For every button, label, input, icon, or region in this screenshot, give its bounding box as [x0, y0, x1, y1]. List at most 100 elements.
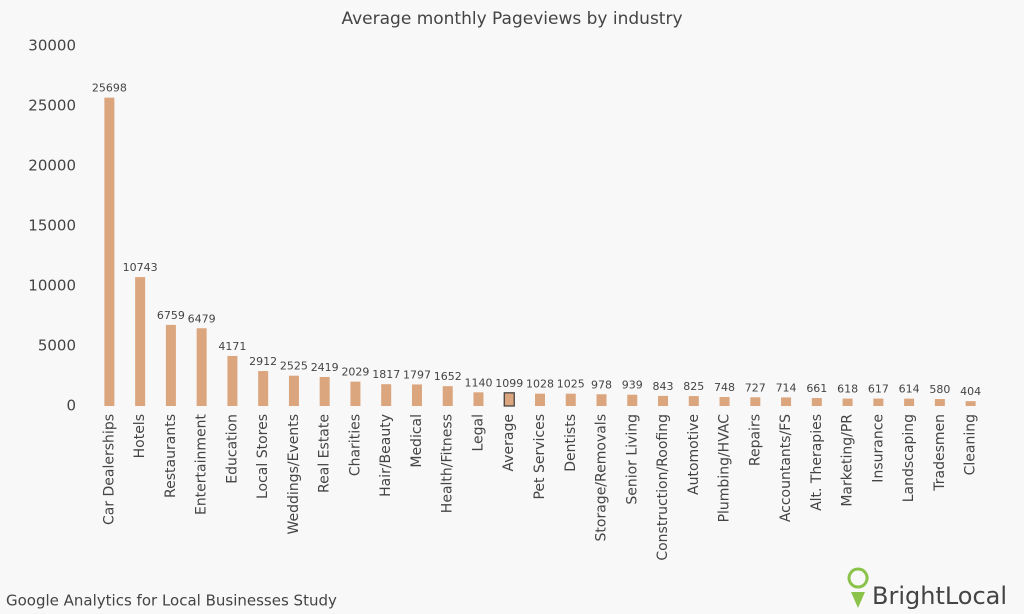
data-label: 843 — [653, 380, 674, 393]
data-label: 2912 — [249, 355, 277, 368]
x-tick-label: Pet Services — [532, 414, 548, 500]
bar — [658, 395, 669, 406]
y-tick-label: 30000 — [28, 37, 76, 55]
x-tick-label: Senior Living — [624, 414, 640, 505]
data-label: 727 — [745, 381, 766, 394]
x-tick-label: Repairs — [747, 414, 763, 466]
data-label: 1140 — [464, 376, 492, 389]
x-tick-label: Medical — [409, 414, 425, 468]
data-label: 2029 — [341, 366, 369, 379]
y-tick-label: 15000 — [28, 217, 76, 235]
bar — [288, 375, 299, 406]
bar — [811, 398, 822, 406]
data-label: 939 — [622, 379, 643, 392]
bar — [350, 381, 361, 406]
x-tick-label: Accountants/FS — [778, 414, 794, 522]
data-label: 2525 — [280, 360, 308, 373]
bar — [411, 384, 422, 406]
data-label: 580 — [929, 383, 950, 396]
bar — [442, 386, 453, 406]
x-tick-label: Real Estate — [317, 414, 333, 493]
x-tick-label: Tradesmen — [932, 414, 948, 492]
x-tick-label: Dentists — [563, 414, 579, 472]
x-tick-label: Legal — [470, 414, 486, 452]
bar — [473, 392, 484, 406]
x-tick-label: Cleaning — [963, 414, 979, 475]
y-tick-label: 0 — [66, 397, 76, 415]
data-label: 2419 — [311, 361, 339, 374]
data-label: 978 — [591, 378, 612, 391]
logo-dot — [855, 593, 861, 599]
x-tick-label: Insurance — [870, 414, 886, 483]
bar — [873, 398, 884, 406]
bar — [781, 397, 792, 406]
data-label: 1817 — [372, 368, 400, 381]
bar — [381, 384, 392, 406]
bar — [165, 324, 176, 406]
bar — [965, 401, 976, 406]
x-tick-label: Storage/Removals — [594, 414, 610, 541]
bar — [904, 398, 915, 406]
bar — [596, 394, 607, 406]
bar — [934, 399, 945, 406]
y-tick-label: 20000 — [28, 157, 76, 175]
source-note: Google Analytics for Local Businesses St… — [6, 592, 337, 610]
x-tick-label: Health/Fitness — [440, 414, 456, 513]
x-tick-label: Construction/Roofing — [655, 414, 671, 561]
data-label: 618 — [837, 383, 858, 396]
x-tick-label: Automotive — [686, 414, 702, 495]
x-tick-label: Hair/Beauty — [378, 414, 394, 497]
bar — [258, 371, 269, 406]
data-label: 6759 — [157, 309, 185, 322]
data-label: 661 — [806, 382, 827, 395]
logo-pin — [847, 567, 869, 589]
x-tick-label: Entertainment — [194, 413, 210, 515]
x-tick-label: Alt. Therapies — [809, 414, 825, 511]
data-label: 614 — [899, 383, 920, 396]
bar — [627, 394, 638, 406]
y-tick-label: 25000 — [28, 97, 76, 115]
bar — [535, 393, 545, 406]
logo-pin-tip — [851, 592, 865, 608]
data-label: 825 — [683, 380, 704, 393]
x-tick-label: Hotels — [132, 414, 148, 458]
x-tick-label: Landscaping — [901, 414, 917, 502]
data-label: 404 — [960, 385, 981, 398]
data-label: 1099 — [495, 377, 523, 390]
bar — [503, 392, 515, 407]
data-label: 617 — [868, 383, 889, 396]
bar — [565, 393, 576, 406]
bar — [750, 397, 761, 406]
bar — [319, 376, 330, 406]
bar — [688, 396, 699, 406]
x-tick-label: Average — [501, 414, 517, 472]
data-label: 1028 — [526, 378, 554, 391]
bar — [842, 398, 853, 406]
chart-title: Average monthly Pageviews by industry — [341, 9, 682, 29]
bar — [135, 277, 146, 406]
data-label: 1652 — [434, 370, 462, 383]
bar — [104, 97, 115, 407]
data-label: 6479 — [188, 312, 216, 325]
data-label: 25698 — [92, 82, 127, 95]
x-tick-label: Restaurants — [163, 414, 179, 498]
data-label: 1025 — [557, 378, 585, 391]
data-label: 10743 — [123, 261, 158, 274]
brand-logo: BrightLocal — [847, 567, 1007, 610]
bar — [227, 355, 238, 406]
data-label: 4171 — [218, 340, 246, 353]
x-tick-label: Education — [224, 414, 240, 484]
x-tick-label: Weddings/Events — [286, 414, 302, 534]
x-tick-label: Charities — [347, 414, 363, 476]
bar — [719, 397, 730, 406]
data-label: 748 — [714, 381, 735, 394]
x-tick-label: Car Dealerships — [101, 414, 117, 525]
x-tick-label: Marketing/PR — [840, 414, 856, 507]
y-tick-label: 10000 — [28, 277, 76, 295]
x-tick-label: Plumbing/HVAC — [717, 414, 733, 523]
data-label: 714 — [776, 381, 797, 394]
x-tick-label: Local Stores — [255, 414, 271, 499]
y-tick-label: 5000 — [38, 337, 76, 355]
